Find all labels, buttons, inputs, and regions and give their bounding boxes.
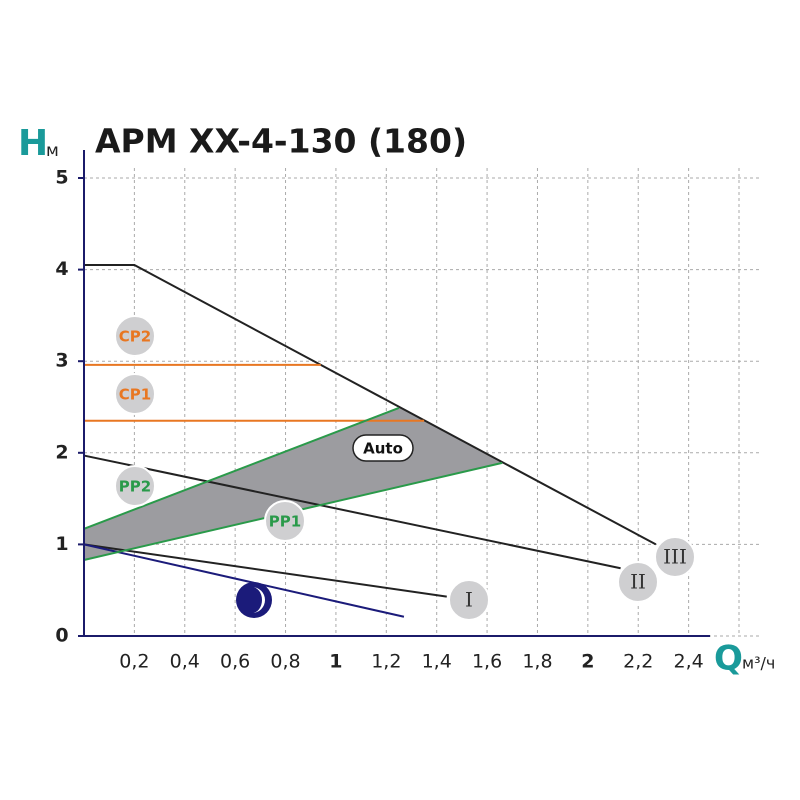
series-label: I xyxy=(465,588,473,612)
x-tick-label: 2,2 xyxy=(623,651,653,673)
badge xyxy=(114,315,156,357)
x-axis-label: Q xyxy=(714,639,743,679)
x-tick-label: 1,8 xyxy=(522,651,552,673)
curve xyxy=(84,264,657,546)
y-axis-label: H xyxy=(18,123,48,164)
series-label: Auto xyxy=(363,440,403,458)
y-tick-label: 0 xyxy=(55,625,68,647)
badge xyxy=(114,465,156,507)
badge xyxy=(352,434,414,462)
badge xyxy=(448,579,490,621)
y-tick-label: 2 xyxy=(55,441,68,463)
x-tick-label: 1,4 xyxy=(422,651,452,673)
x-tick-label: 0,4 xyxy=(170,651,200,673)
badge xyxy=(617,561,659,603)
curve xyxy=(83,543,447,598)
curve xyxy=(83,454,621,570)
x-tick-label: 0,6 xyxy=(220,651,250,673)
x-tick-label: 1,2 xyxy=(371,651,401,673)
x-tick-label: 0,2 xyxy=(119,651,149,673)
curve xyxy=(83,406,400,530)
y-tick-label: 5 xyxy=(55,167,68,189)
x-tick-label: 1 xyxy=(329,651,342,673)
badge xyxy=(114,373,156,415)
chart-title: APM XX-4-130 (180) xyxy=(95,122,467,161)
x-tick-label: 2 xyxy=(581,651,594,673)
y-axis-unit: м xyxy=(46,141,59,161)
x-tick-label: 0,8 xyxy=(270,651,300,673)
y-tick-label: 4 xyxy=(55,258,68,280)
badge xyxy=(654,536,696,578)
series-label: PP1 xyxy=(269,513,301,531)
series-label: III xyxy=(663,545,687,569)
series-label: CP1 xyxy=(119,386,151,404)
y-tick-label: 3 xyxy=(55,350,68,372)
x-tick-label: 2,4 xyxy=(674,651,704,673)
series-label: II xyxy=(630,570,646,594)
series-label: PP2 xyxy=(119,478,151,496)
x-tick-label: 1,6 xyxy=(472,651,502,673)
series-label: CP2 xyxy=(119,328,151,346)
curve xyxy=(83,543,405,618)
moon-icon xyxy=(236,582,272,618)
x-axis-unit: м³/ч xyxy=(742,654,775,673)
y-tick-label: 1 xyxy=(55,533,68,555)
badge xyxy=(264,500,306,542)
